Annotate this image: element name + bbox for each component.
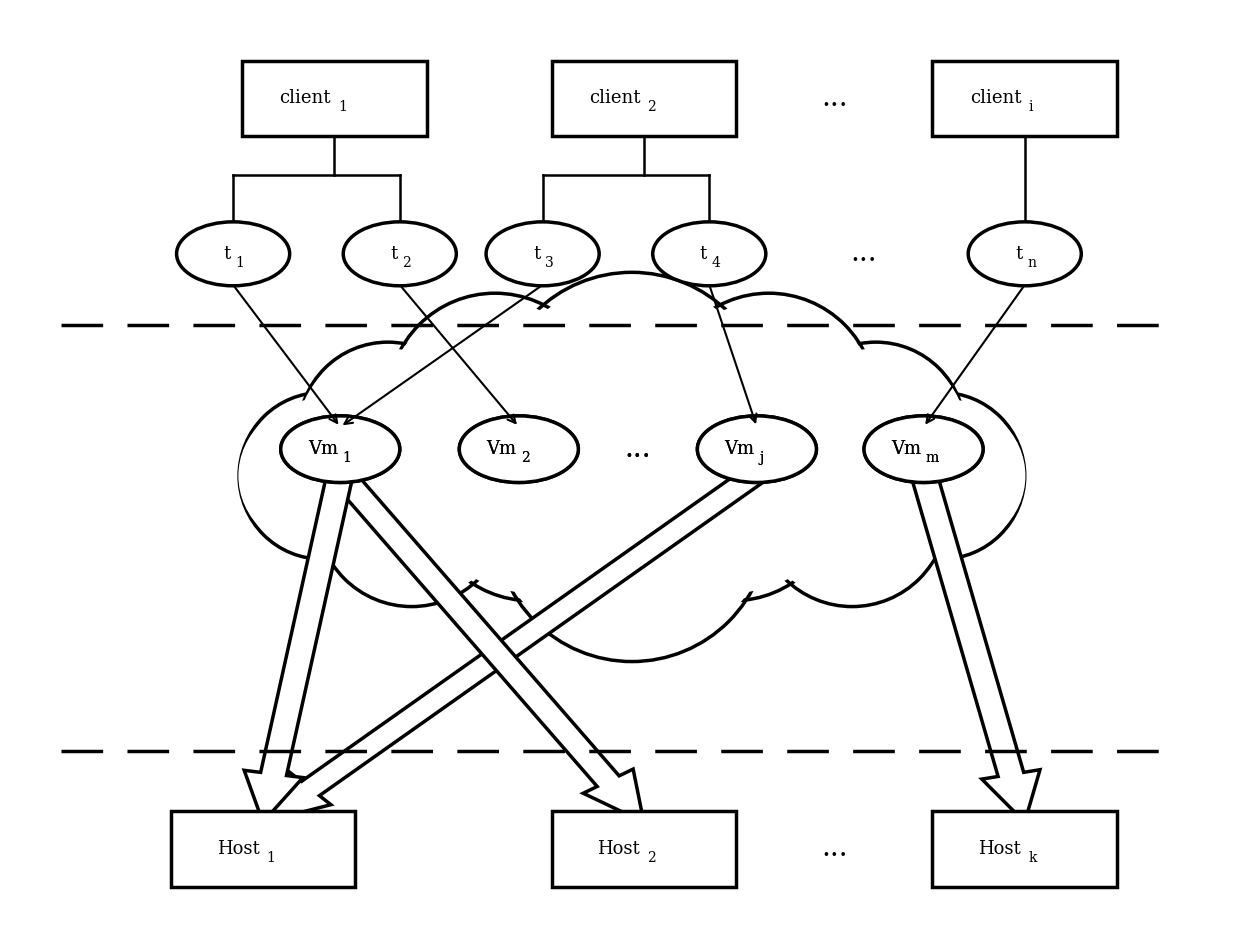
Ellipse shape: [316, 424, 507, 599]
Ellipse shape: [495, 399, 769, 650]
Polygon shape: [330, 468, 644, 822]
FancyBboxPatch shape: [932, 61, 1117, 136]
Ellipse shape: [388, 302, 603, 499]
Ellipse shape: [786, 350, 965, 513]
Polygon shape: [910, 471, 1040, 822]
Ellipse shape: [486, 222, 599, 286]
Text: 2: 2: [402, 255, 410, 270]
Text: 1: 1: [342, 451, 351, 465]
Text: j: j: [759, 451, 764, 465]
Ellipse shape: [968, 222, 1081, 286]
Text: Vm: Vm: [308, 440, 337, 458]
Ellipse shape: [459, 416, 578, 483]
Polygon shape: [263, 466, 766, 822]
Text: t: t: [699, 245, 707, 263]
Ellipse shape: [495, 272, 769, 546]
Text: t: t: [1016, 245, 1022, 263]
FancyBboxPatch shape: [552, 61, 737, 136]
Ellipse shape: [176, 222, 290, 286]
Text: 2: 2: [521, 451, 529, 465]
Text: 1: 1: [337, 100, 347, 115]
Text: m: m: [926, 451, 939, 465]
Ellipse shape: [858, 392, 1024, 559]
Text: ...: ...: [821, 835, 848, 862]
Ellipse shape: [697, 416, 816, 483]
FancyBboxPatch shape: [171, 811, 355, 886]
Ellipse shape: [756, 416, 947, 607]
Ellipse shape: [662, 293, 875, 508]
Text: 2: 2: [647, 100, 656, 115]
Text: ...: ...: [821, 85, 848, 112]
Ellipse shape: [299, 342, 477, 521]
Text: Vm: Vm: [892, 440, 921, 458]
Text: t: t: [391, 245, 397, 263]
Text: ...: ...: [851, 240, 878, 267]
Text: 1: 1: [342, 451, 351, 465]
Ellipse shape: [495, 388, 769, 661]
Ellipse shape: [662, 302, 875, 499]
Text: client: client: [970, 90, 1022, 107]
Text: ...: ...: [625, 436, 651, 462]
Text: k: k: [1028, 851, 1037, 865]
Text: 2: 2: [647, 851, 656, 865]
Ellipse shape: [280, 416, 399, 483]
Ellipse shape: [388, 293, 603, 508]
Text: 2: 2: [521, 451, 529, 465]
Ellipse shape: [343, 222, 456, 286]
Ellipse shape: [626, 395, 841, 592]
Text: 1: 1: [236, 255, 244, 270]
Ellipse shape: [864, 416, 983, 483]
Ellipse shape: [786, 342, 965, 521]
Text: t: t: [533, 245, 541, 263]
Text: m: m: [926, 451, 939, 465]
Text: 3: 3: [546, 255, 554, 270]
Ellipse shape: [652, 222, 766, 286]
Text: n: n: [1027, 255, 1037, 270]
Text: 4: 4: [712, 255, 720, 270]
Text: Host: Host: [978, 840, 1022, 857]
Ellipse shape: [424, 395, 637, 592]
Text: j: j: [759, 451, 764, 465]
Polygon shape: [244, 472, 353, 822]
Text: client: client: [589, 90, 640, 107]
Text: 1: 1: [267, 851, 275, 865]
Text: Host: Host: [598, 840, 640, 857]
Ellipse shape: [239, 392, 405, 559]
Ellipse shape: [280, 416, 399, 483]
Ellipse shape: [864, 416, 983, 483]
FancyBboxPatch shape: [242, 61, 427, 136]
Ellipse shape: [858, 400, 1024, 552]
Text: Vm: Vm: [724, 440, 754, 458]
Text: Vm: Vm: [308, 440, 337, 458]
Ellipse shape: [424, 387, 637, 600]
FancyBboxPatch shape: [552, 811, 737, 886]
Text: ...: ...: [625, 436, 651, 462]
Text: Vm: Vm: [724, 440, 754, 458]
Text: Vm: Vm: [486, 440, 516, 458]
Ellipse shape: [316, 416, 507, 607]
Text: Vm: Vm: [892, 440, 921, 458]
Text: client: client: [279, 90, 331, 107]
Text: t: t: [223, 245, 231, 263]
Text: i: i: [1028, 100, 1033, 115]
Ellipse shape: [239, 400, 405, 552]
FancyBboxPatch shape: [932, 811, 1117, 886]
Text: Host: Host: [217, 840, 259, 857]
Ellipse shape: [495, 283, 769, 536]
Text: Vm: Vm: [486, 440, 516, 458]
Ellipse shape: [626, 387, 841, 600]
Ellipse shape: [697, 416, 816, 483]
Ellipse shape: [299, 350, 477, 513]
Ellipse shape: [459, 416, 578, 483]
Ellipse shape: [756, 424, 947, 599]
